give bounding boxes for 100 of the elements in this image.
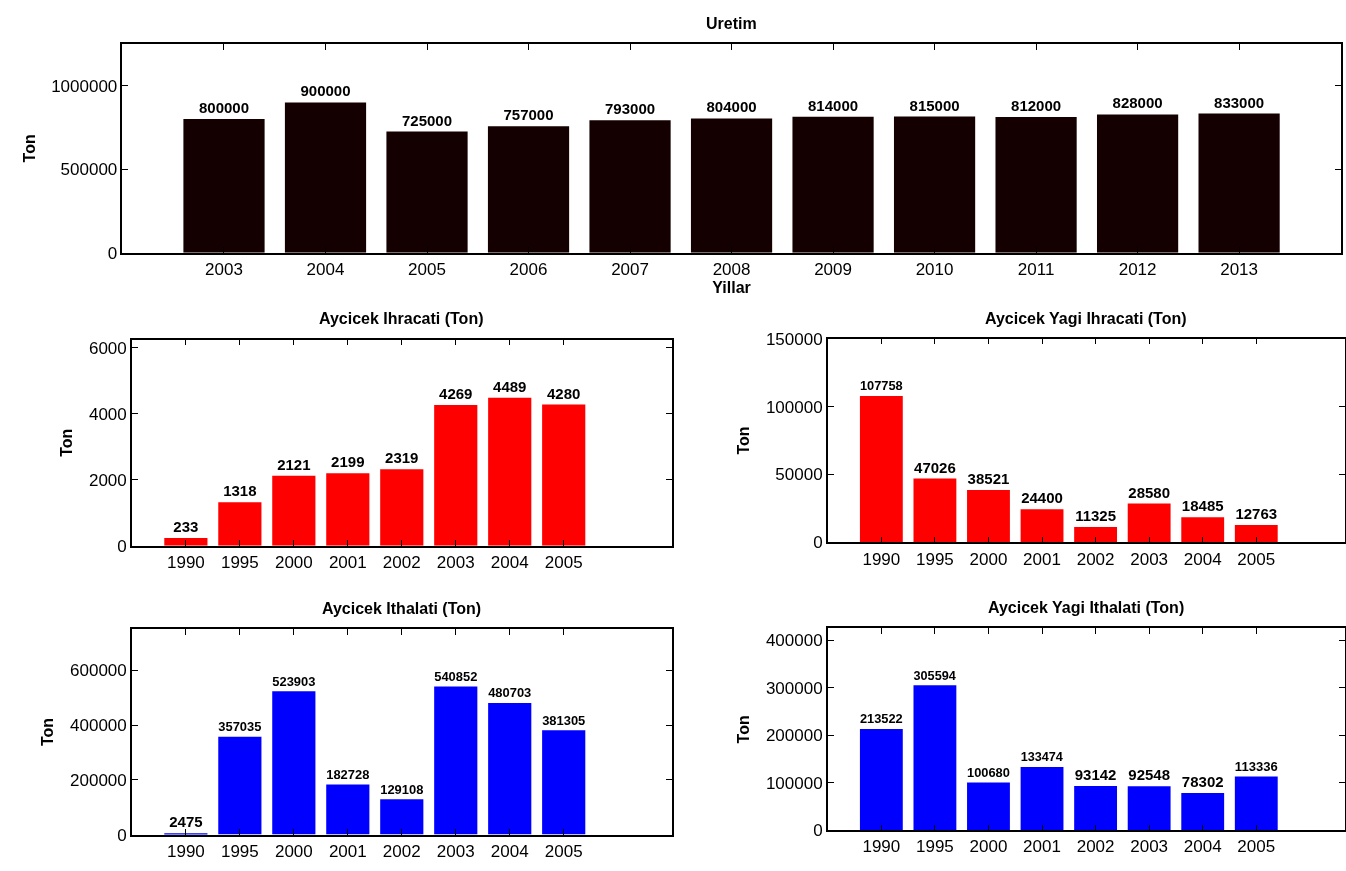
data-label: 107758 (859, 378, 903, 394)
x-tick-label: 2004 (490, 841, 529, 861)
x-tick-label: 2008 (712, 259, 751, 279)
x-tick-label: 2013 (1220, 259, 1259, 279)
x-tick-label: 2010 (915, 259, 954, 279)
y-axis-title: Ton (58, 428, 76, 457)
x-tick-label: 2005 (1237, 549, 1276, 569)
data-label: 129108 (380, 781, 424, 797)
x-tick-label: 2003 (205, 259, 243, 279)
y-tick-label: 100000 (765, 397, 823, 417)
bar (1074, 786, 1118, 831)
y-tick-label: 4000 (88, 404, 127, 424)
bar (1074, 526, 1118, 543)
x-tick-label: 2001 (328, 841, 367, 861)
data-label: 793000 (605, 100, 656, 118)
bar (284, 102, 367, 253)
bar (913, 478, 957, 543)
bar (218, 502, 262, 546)
y-tick-label: 100000 (765, 773, 823, 793)
data-label: 2121 (277, 455, 311, 473)
data-label: 305594 (913, 668, 956, 683)
x-tick-label: 1990 (862, 837, 901, 857)
y-tick-label: 6000 (88, 338, 127, 358)
bar (967, 490, 1010, 543)
bar (792, 116, 874, 253)
y-tick-label: 0 (107, 243, 118, 263)
data-label: 24400 (1021, 489, 1063, 507)
data-label: 800000 (198, 99, 250, 117)
x-tick-label: 2001 (1023, 549, 1061, 569)
bar (326, 784, 370, 835)
data-label: 11325 (1075, 506, 1117, 524)
x-tick-label: 2006 (509, 259, 548, 279)
bar (272, 691, 316, 835)
data-label: 1318 (223, 482, 257, 500)
bar (380, 469, 424, 546)
data-label: 133474 (1020, 750, 1063, 765)
x-axis-title: Yillar (712, 278, 751, 296)
bar (1181, 517, 1225, 543)
data-label: 357035 (218, 719, 262, 735)
x-tick-label: 1990 (166, 552, 205, 572)
x-tick-label: 2004 (490, 552, 529, 572)
bar (913, 685, 957, 831)
x-tick-label: 2009 (814, 259, 852, 279)
data-label: 93142 (1074, 766, 1117, 784)
y-tick-label: 200000 (70, 770, 127, 790)
data-label: 78302 (1181, 773, 1224, 791)
x-tick-label: 2002 (1076, 837, 1115, 857)
x-tick-label: 1990 (166, 841, 205, 861)
chart-title: Aycicek Ithalati (Ton) (322, 600, 482, 617)
data-label: 4280 (547, 384, 581, 402)
bar (542, 730, 586, 835)
bar (1096, 114, 1179, 253)
data-label: 812000 (1011, 97, 1062, 115)
bar (386, 131, 468, 253)
data-label: 12763 (1235, 505, 1278, 523)
bar (690, 118, 773, 253)
x-tick-label: 2004 (1183, 837, 1222, 857)
x-tick-label: 2001 (1023, 837, 1061, 857)
bar (893, 116, 976, 253)
y-tick-label: 1000000 (51, 76, 118, 96)
x-tick-label: 2004 (306, 259, 345, 279)
data-label: 182728 (326, 766, 370, 782)
data-label: 47026 (914, 458, 956, 476)
y-axis-title: Ton (39, 717, 57, 746)
y-tick-label: 0 (117, 825, 127, 845)
bar (434, 404, 478, 546)
y-tick-label: 50000 (775, 465, 823, 485)
y-axis-title: Ton (735, 426, 753, 455)
data-label: 814000 (808, 96, 859, 114)
bar (1181, 793, 1225, 831)
data-label: 381305 (542, 712, 586, 728)
y-tick-label: 400000 (765, 631, 823, 651)
x-tick-label: 2005 (544, 552, 583, 572)
data-label: 233 (173, 518, 199, 536)
bar (589, 120, 671, 253)
x-tick-label: 2012 (1118, 259, 1157, 279)
x-tick-label: 2005 (544, 841, 583, 861)
y-tick-label: 0 (813, 821, 823, 841)
bar (995, 117, 1077, 253)
bar (967, 782, 1010, 831)
x-tick-label: 2004 (1183, 549, 1222, 569)
x-tick-label: 2002 (382, 841, 421, 861)
bar (1020, 766, 1064, 831)
bar (1234, 776, 1278, 831)
data-label: 725000 (401, 111, 453, 129)
data-label: 540852 (434, 668, 478, 684)
data-label: 2199 (331, 453, 365, 471)
x-tick-label: 1995 (220, 841, 259, 861)
data-label: 4269 (439, 384, 473, 402)
bar (1127, 786, 1171, 831)
data-label: 113336 (1234, 758, 1278, 774)
chart-title: Aycicek Ihracati (Ton) (319, 310, 484, 327)
x-tick-label: 2005 (1237, 837, 1276, 857)
data-label: 28580 (1128, 483, 1171, 501)
y-tick-label: 400000 (70, 716, 127, 736)
data-label: 900000 (300, 82, 351, 100)
data-label: 480703 (488, 685, 532, 701)
bar (1234, 525, 1278, 543)
x-tick-label: 2000 (969, 837, 1008, 857)
y-tick-label: 0 (117, 536, 127, 556)
